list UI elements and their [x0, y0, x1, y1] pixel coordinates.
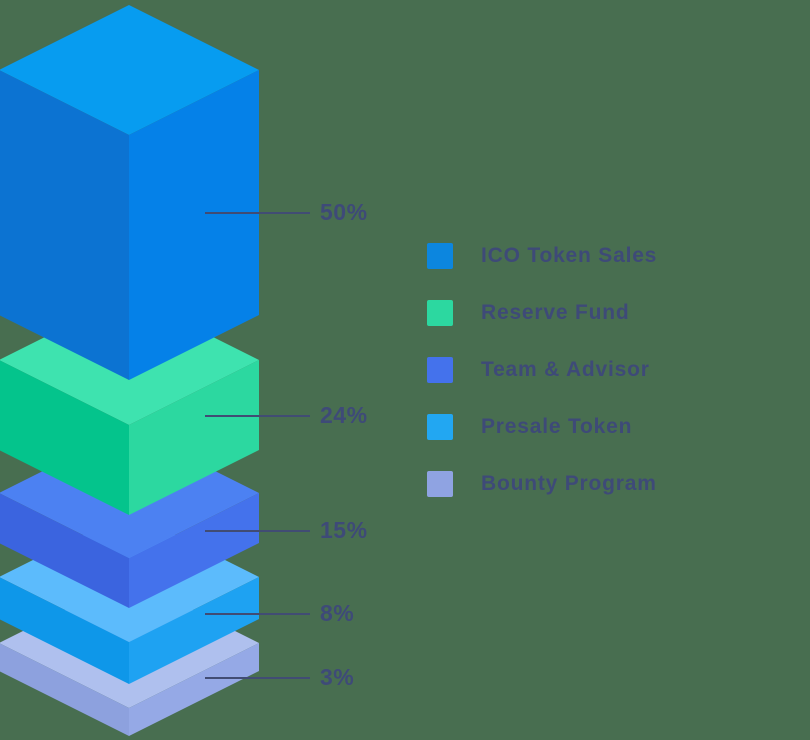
- legend-label: ICO Token Sales: [481, 244, 658, 267]
- percent-label-reserve: 24%: [320, 401, 368, 428]
- percent-label-ico: 50%: [320, 198, 368, 225]
- legend-label: Reserve Fund: [481, 301, 630, 324]
- legend-label: Team & Advisor: [481, 358, 650, 381]
- legend-label: Bounty Program: [481, 472, 657, 495]
- legend-item-team-advisor: Team & Advisor: [427, 357, 657, 383]
- legend: ICO Token Sales Reserve Fund Team & Advi…: [427, 243, 657, 528]
- percent-label-presale: 8%: [320, 599, 355, 626]
- legend-swatch-presale-icon: [427, 414, 453, 440]
- percent-label-team: 15%: [320, 516, 368, 543]
- legend-item-reserve-fund: Reserve Fund: [427, 300, 657, 326]
- legend-label: Presale Token: [481, 415, 633, 438]
- legend-item-bounty-program: Bounty Program: [427, 471, 657, 497]
- legend-swatch-team-icon: [427, 357, 453, 383]
- legend-swatch-ico-icon: [427, 243, 453, 269]
- legend-item-presale-token: Presale Token: [427, 414, 657, 440]
- legend-swatch-bounty-icon: [427, 471, 453, 497]
- legend-item-ico-token-sales: ICO Token Sales: [427, 243, 657, 269]
- percent-label-bounty: 3%: [320, 663, 355, 690]
- legend-swatch-reserve-icon: [427, 300, 453, 326]
